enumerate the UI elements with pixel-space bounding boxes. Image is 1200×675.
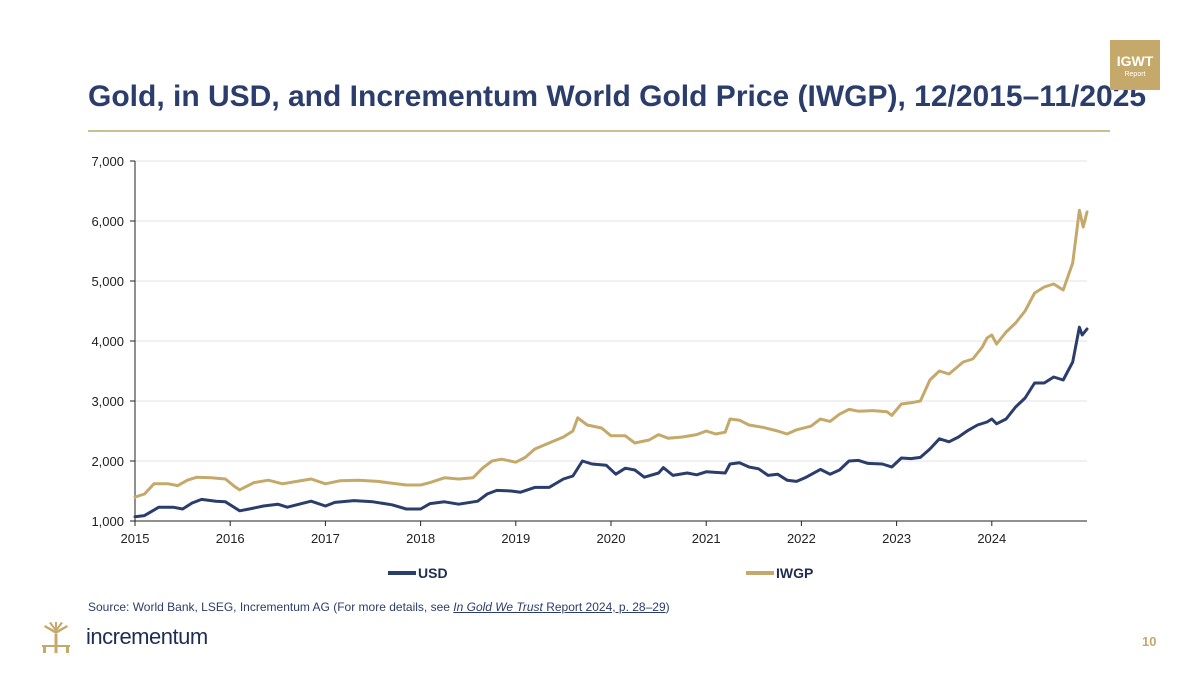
x-tick-label-2018: 2018	[406, 531, 435, 546]
y-tick-label-4000: 4,000	[91, 334, 124, 349]
badge-subtitle: Report	[1124, 71, 1146, 78]
x-tick-label-2023: 2023	[882, 531, 911, 546]
y-tick-label-2000: 2,000	[91, 454, 124, 469]
x-tick-label-2015: 2015	[121, 531, 150, 546]
legend-label-iwgp: IWGP	[776, 565, 814, 581]
x-axis-ticks: 2015 2016 2017 2018 2019 2020 2021 2022 2023 2024	[121, 521, 1006, 546]
page-number: 10	[1142, 634, 1157, 649]
report-page-link[interactable]: Report 2024, p. 28–29	[542, 600, 666, 614]
y-tick-label-7000: 7,000	[91, 154, 124, 169]
source-prefix: Source: World Bank, LSEG, Incrementum AG…	[88, 600, 454, 614]
x-tick-label-2022: 2022	[787, 531, 816, 546]
page-title: Gold, in USD, and Incrementum World Gold…	[88, 80, 1147, 113]
legend-label-usd: USD	[418, 565, 448, 581]
chart-grid	[135, 160, 1087, 462]
x-tick-label-2016: 2016	[216, 531, 245, 546]
y-tick-label-3000: 3,000	[91, 394, 124, 409]
series-line-iwgp	[133, 208, 1089, 499]
y-axis-ticks: 1,000 2,000 3,000 4,000 5,000 6,000 7,000	[91, 154, 135, 529]
igwt-report-badge: IGWT Report	[1110, 40, 1160, 90]
series-line-usd	[133, 325, 1089, 519]
legend-item-usd: USD	[388, 565, 448, 581]
x-tick-label-2019: 2019	[501, 531, 530, 546]
x-tick-label-2024: 2024	[977, 531, 1006, 546]
gold-price-line-chart: 1,000 2,000 3,000 4,000 5,000 6,000 7,000 2015…	[91, 154, 1089, 546]
x-tick-label-2021: 2021	[692, 531, 721, 546]
report-link[interactable]: In Gold We Trust	[453, 600, 543, 614]
chart-series	[133, 208, 1089, 519]
title-divider	[88, 130, 1110, 132]
x-tick-label-2017: 2017	[311, 531, 340, 546]
brand-wordmark: incrementum	[86, 624, 208, 649]
legend-swatch-usd	[388, 571, 416, 575]
x-tick-label-2020: 2020	[597, 531, 626, 546]
source-note: Source: World Bank, LSEG, Incrementum AG…	[88, 600, 670, 614]
source-close: )	[665, 600, 670, 614]
badge-title: IGWT	[1116, 53, 1154, 69]
incrementum-tree-logo-icon	[42, 622, 70, 653]
y-tick-label-6000: 6,000	[91, 214, 124, 229]
y-tick-label-1000: 1,000	[91, 514, 124, 529]
legend-swatch-iwgp	[746, 571, 774, 575]
legend-item-iwgp: IWGP	[746, 565, 813, 581]
y-tick-label-5000: 5,000	[91, 274, 124, 289]
